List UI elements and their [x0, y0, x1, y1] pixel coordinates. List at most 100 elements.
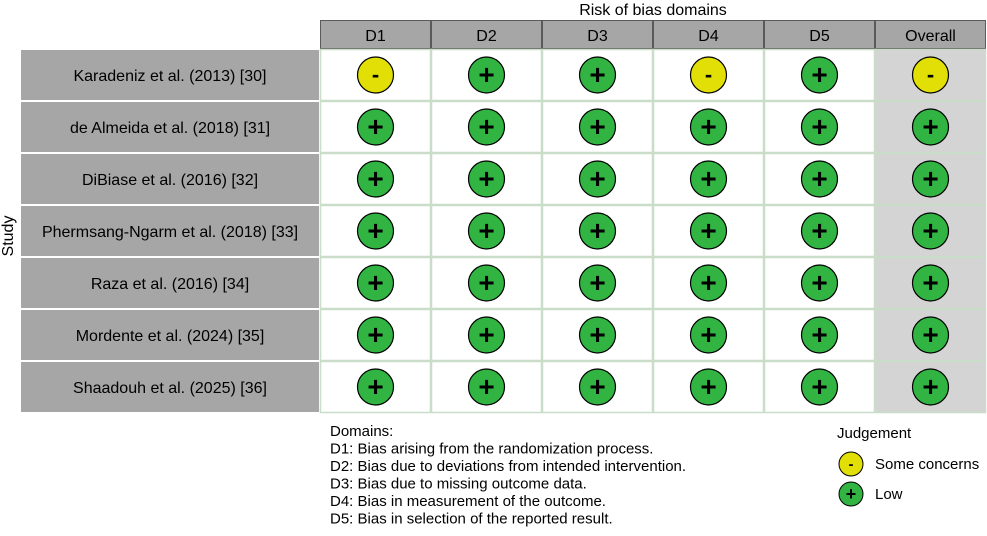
judgement-symbol: + — [922, 267, 938, 298]
judgement-low-marker — [800, 56, 839, 94]
judgement-low-marker — [578, 368, 617, 406]
judgement-symbol: + — [700, 111, 716, 142]
judgement-low-marker — [800, 316, 839, 354]
legend-low-marker — [838, 481, 864, 507]
judgement-low-marker — [689, 212, 728, 250]
judgement-symbol: + — [700, 215, 716, 246]
judgement-low-marker — [356, 316, 395, 354]
judgement-symbol: + — [811, 111, 827, 142]
judgement-low-marker — [578, 56, 617, 94]
column-header-d5 — [764, 20, 875, 49]
judgement-symbol: + — [367, 371, 383, 402]
legend-title: Judgement — [837, 425, 912, 442]
judgement-low-marker — [800, 160, 839, 198]
column-header-d1 — [320, 20, 431, 49]
judgement-low-marker — [800, 264, 839, 302]
judgement-low-marker — [689, 368, 728, 406]
judgement-low-marker — [800, 212, 839, 250]
judgement-symbol: + — [922, 111, 938, 142]
judgement-symbol: + — [700, 319, 716, 350]
judgement-symbol: + — [700, 267, 716, 298]
judgement-low-marker — [356, 264, 395, 302]
judgement-symbol: + — [922, 163, 938, 194]
legend-symbol: + — [846, 484, 857, 504]
study-name: Raza et al. (2016) [34] — [91, 276, 249, 293]
domain-description: D5: Bias in selection of the reported re… — [330, 511, 613, 528]
judgement-symbol: + — [478, 319, 494, 350]
judgement-low-marker — [911, 368, 950, 406]
judgement-symbol: + — [811, 319, 827, 350]
judgement-low-marker — [467, 264, 506, 302]
legend-label: Low — [875, 486, 903, 503]
judgement-symbol: + — [922, 215, 938, 246]
judgement-low-marker — [689, 108, 728, 146]
judgement-symbol: + — [367, 267, 383, 298]
judgement-symbol: - — [372, 62, 379, 87]
judgement-low-marker — [578, 108, 617, 146]
legend-label: Some concerns — [875, 456, 979, 473]
study-name: Mordente et al. (2024) [35] — [76, 328, 265, 345]
domain-description: D3: Bias due to missing outcome data. — [330, 476, 587, 493]
domain-description: D4: Bias in measurement of the outcome. — [330, 493, 606, 510]
judgement-some-marker — [911, 56, 950, 94]
judgement-symbol: + — [589, 319, 605, 350]
study-row-header — [20, 153, 320, 205]
column-header-d4 — [653, 20, 764, 49]
judgement-low-marker — [467, 368, 506, 406]
judgement-low-marker — [911, 316, 950, 354]
chart-title: Risk of bias domains — [579, 2, 727, 19]
study-name: Shaadouh et al. (2025) [36] — [73, 380, 267, 397]
judgement-symbol: + — [811, 163, 827, 194]
judgement-symbol: + — [589, 215, 605, 246]
judgement-symbol: + — [367, 111, 383, 142]
judgement-symbol: + — [922, 371, 938, 402]
study-name: DiBiase et al. (2016) [32] — [82, 172, 258, 189]
column-header-label: D1 — [365, 28, 386, 45]
judgement-low-marker — [356, 160, 395, 198]
domain-description: D1: Bias arising from the randomization … — [330, 441, 653, 458]
judgement-some-marker — [356, 56, 395, 94]
judgement-symbol: + — [367, 215, 383, 246]
judgement-symbol: + — [589, 111, 605, 142]
judgement-low-marker — [578, 264, 617, 302]
judgement-symbol: + — [589, 163, 605, 194]
study-name: Karadeniz et al. (2013) [30] — [73, 68, 266, 85]
judgement-symbol: + — [367, 319, 383, 350]
column-header-label: D2 — [476, 28, 497, 45]
y-axis-label: Study — [0, 216, 17, 257]
judgement-low-marker — [911, 108, 950, 146]
judgement-symbol: + — [700, 371, 716, 402]
judgement-symbol: + — [700, 163, 716, 194]
judgement-symbol: + — [589, 371, 605, 402]
judgement-symbol: + — [589, 267, 605, 298]
column-header-label: D4 — [698, 28, 719, 45]
judgement-low-marker — [467, 160, 506, 198]
judgement-low-marker — [578, 212, 617, 250]
study-row-header — [20, 49, 320, 101]
column-header-d2 — [431, 20, 542, 49]
judgement-low-marker — [911, 160, 950, 198]
study-row-header — [20, 257, 320, 309]
judgement-symbol: + — [478, 371, 494, 402]
judgement-low-marker — [467, 108, 506, 146]
judgement-symbol: + — [811, 267, 827, 298]
judgement-symbol: + — [478, 215, 494, 246]
column-header-label: D3 — [587, 28, 608, 45]
judgement-symbol: - — [705, 62, 712, 87]
judgement-symbol: + — [478, 111, 494, 142]
study-row-header — [20, 309, 320, 361]
judgement-low-marker — [800, 368, 839, 406]
study-row-header — [20, 361, 320, 413]
judgement-low-marker — [689, 316, 728, 354]
column-header-overall — [875, 20, 986, 49]
judgement-low-marker — [800, 108, 839, 146]
judgement-symbol: + — [478, 267, 494, 298]
judgement-low-marker — [467, 56, 506, 94]
domain-description: D2: Bias due to deviations from intended… — [330, 458, 686, 475]
judgement-symbol: + — [589, 59, 605, 90]
judgement-low-marker — [578, 160, 617, 198]
study-row-header — [20, 205, 320, 257]
column-header-d3 — [542, 20, 653, 49]
study-row-header — [20, 101, 320, 153]
